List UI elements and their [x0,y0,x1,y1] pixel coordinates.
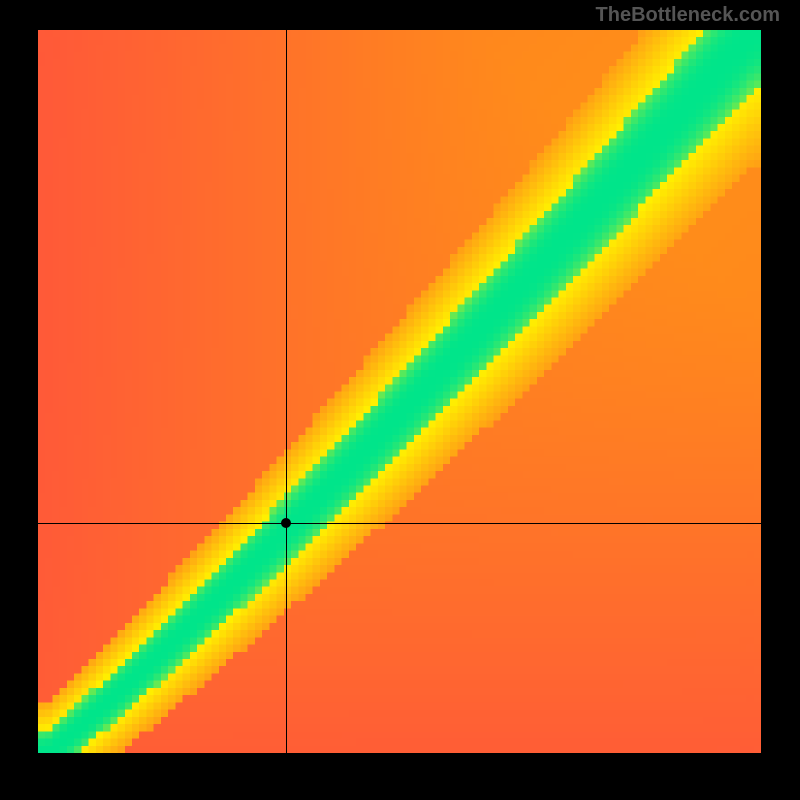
crosshair-horizontal [38,523,761,524]
intersection-marker [281,518,291,528]
source-label: TheBottleneck.com [596,0,780,30]
heatmap-canvas [38,30,761,753]
crosshair-vertical [286,30,287,753]
bottleneck-heatmap [38,30,761,753]
figure-stage: TheBottleneck.com [0,0,800,800]
